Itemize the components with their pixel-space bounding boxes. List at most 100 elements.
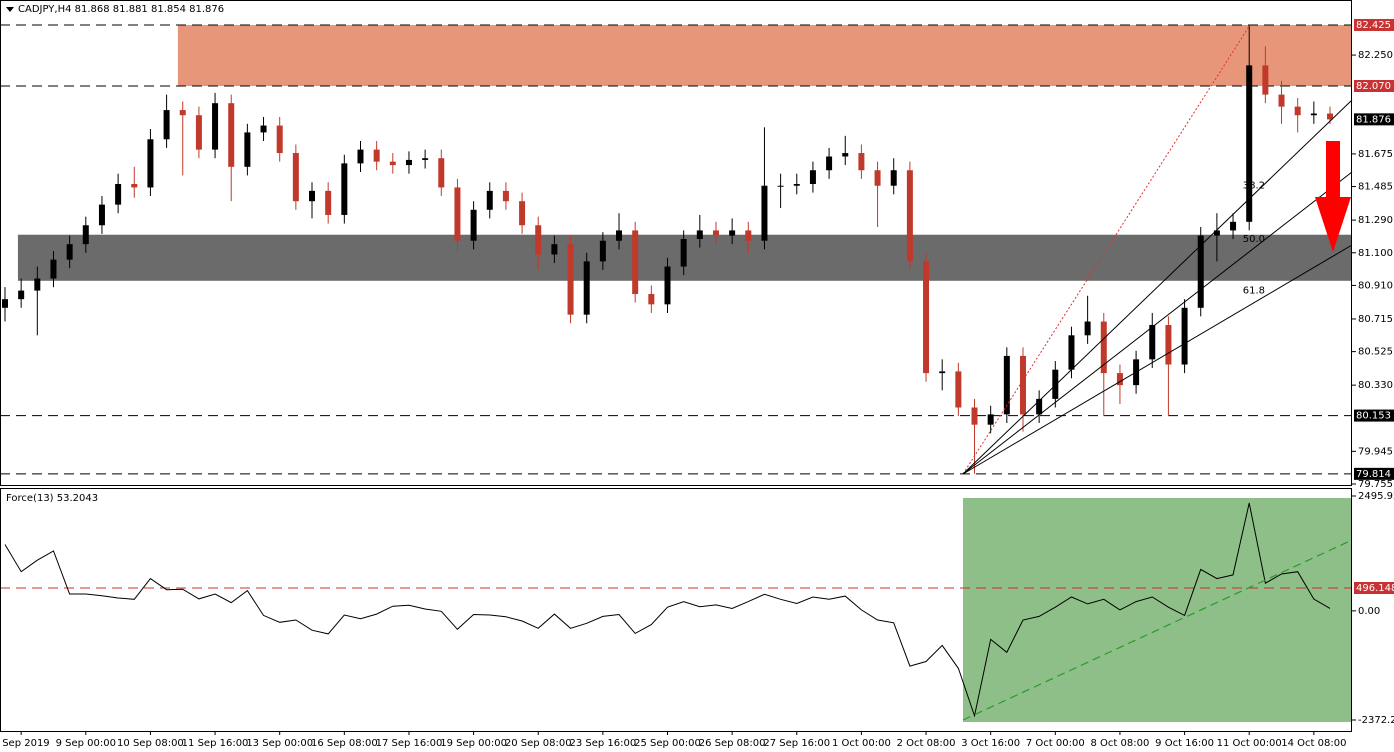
candle-body xyxy=(147,139,154,188)
candle-body xyxy=(309,190,316,202)
candle-body xyxy=(987,414,994,425)
candle-body xyxy=(1294,106,1301,116)
candle-body xyxy=(1036,398,1043,415)
candle-body xyxy=(874,170,881,186)
candle-body xyxy=(1278,94,1285,107)
x-tick-label: 8 Oct 08:00 xyxy=(1091,738,1150,749)
candle-body xyxy=(389,161,396,166)
y-tick-label: 80.715 xyxy=(1358,314,1393,325)
candle-body xyxy=(632,230,639,295)
y-tick-label: 79.755 xyxy=(1358,479,1393,490)
candle-body xyxy=(923,261,930,374)
x-tick-label: 14 Oct 08:00 xyxy=(1281,738,1346,749)
candle-body xyxy=(260,125,267,133)
y-tick-label: 82.250 xyxy=(1358,50,1393,61)
candle-body xyxy=(357,149,364,164)
candle-body xyxy=(341,163,348,215)
level-label: 80.153 xyxy=(1356,411,1391,422)
candle-body xyxy=(745,230,752,241)
candle-body xyxy=(163,110,170,140)
x-tick-label: 2 Oct 08:00 xyxy=(897,738,956,749)
candle-body xyxy=(454,187,461,241)
candle-body xyxy=(1197,235,1204,308)
candle-body xyxy=(325,190,332,215)
zone xyxy=(177,24,1352,87)
candle-body xyxy=(551,244,558,255)
candle-body xyxy=(680,239,687,267)
force-y-tick-label: -2372.21 xyxy=(1358,715,1394,726)
candle-body xyxy=(890,170,897,186)
candle-body xyxy=(470,209,477,241)
candle-body xyxy=(1327,113,1333,120)
x-tick-label: 11 Sep 16:00 xyxy=(182,738,249,749)
candle-body xyxy=(82,225,89,245)
x-tick-label: 19 Sep 00:00 xyxy=(440,738,507,749)
x-tick-label: 10 Sep 08:00 xyxy=(117,738,184,749)
candle-body xyxy=(1246,65,1253,222)
candle-body xyxy=(1181,307,1188,365)
force-line xyxy=(4,502,1331,718)
fan-line xyxy=(962,99,1353,475)
level-box xyxy=(1354,18,1394,31)
candle-body xyxy=(955,371,962,408)
candle-body xyxy=(809,170,816,184)
x-tick-label: 3 Oct 16:00 xyxy=(961,738,1020,749)
candle-body xyxy=(98,204,105,226)
candle-body xyxy=(1116,373,1123,386)
y-tick-label: 79.945 xyxy=(1358,446,1393,457)
candle-body xyxy=(858,153,865,171)
x-tick-label: 5 Sep 2019 xyxy=(0,738,50,749)
fan-line xyxy=(962,171,1353,475)
chart-title: CADJPY,H4 81.868 81.881 81.854 81.876 xyxy=(18,4,224,15)
candle-body xyxy=(179,110,186,116)
candle-body xyxy=(1149,324,1156,360)
x-tick-label: 27 Sep 16:00 xyxy=(763,738,830,749)
candle-body xyxy=(1068,335,1075,370)
y-tick-label: 80.910 xyxy=(1358,280,1393,291)
candle-body xyxy=(1262,65,1269,95)
y-tick-label: 81.485 xyxy=(1358,182,1393,193)
candle-body xyxy=(228,103,235,167)
candle-body xyxy=(195,115,202,150)
force-level-box xyxy=(1354,582,1394,595)
candle-body xyxy=(2,299,8,308)
candle-body xyxy=(244,132,251,167)
candle-body xyxy=(712,230,719,236)
candle-body xyxy=(793,184,800,186)
candle-body xyxy=(616,230,623,241)
zones xyxy=(17,24,1352,281)
plot: 38.2 50.0 61.8 xyxy=(0,24,1352,718)
candle-body xyxy=(1019,355,1026,415)
fib-base-line xyxy=(962,24,1251,475)
x-tick-label: 16 Sep 08:00 xyxy=(311,738,378,749)
x-tick-label: 20 Sep 08:00 xyxy=(505,738,572,749)
candle-body xyxy=(696,230,703,240)
level-box xyxy=(1354,467,1394,480)
force-trendline xyxy=(962,539,1353,721)
candle-body xyxy=(777,185,784,187)
fan-line xyxy=(962,244,1353,475)
candle-body xyxy=(1003,355,1010,415)
candle-body xyxy=(1310,113,1317,116)
force-y-tick-label: 2495.926 xyxy=(1358,491,1394,502)
y-tick-label: 81.290 xyxy=(1358,215,1393,226)
candle-body xyxy=(422,158,429,160)
candle-body xyxy=(131,184,138,188)
candle-body xyxy=(826,156,833,171)
candle-body xyxy=(939,371,946,374)
x-tick-label: 17 Sep 16:00 xyxy=(376,738,443,749)
force-y-tick-label: 0.00 xyxy=(1358,606,1380,617)
candle-body xyxy=(535,225,542,255)
candle-body xyxy=(567,244,574,315)
x-tick-label: 7 Oct 00:00 xyxy=(1026,738,1085,749)
level-box xyxy=(1354,80,1394,93)
level-label: 79.814 xyxy=(1356,469,1391,480)
x-tick-label: 25 Sep 00:00 xyxy=(634,738,701,749)
candle-body xyxy=(599,240,606,262)
price-panel-frame xyxy=(0,0,1352,486)
candle-body xyxy=(1213,230,1220,236)
candle-body xyxy=(729,230,736,236)
y-tick-label: 81.100 xyxy=(1358,248,1393,259)
x-tick-label: 26 Sep 08:00 xyxy=(699,738,766,749)
